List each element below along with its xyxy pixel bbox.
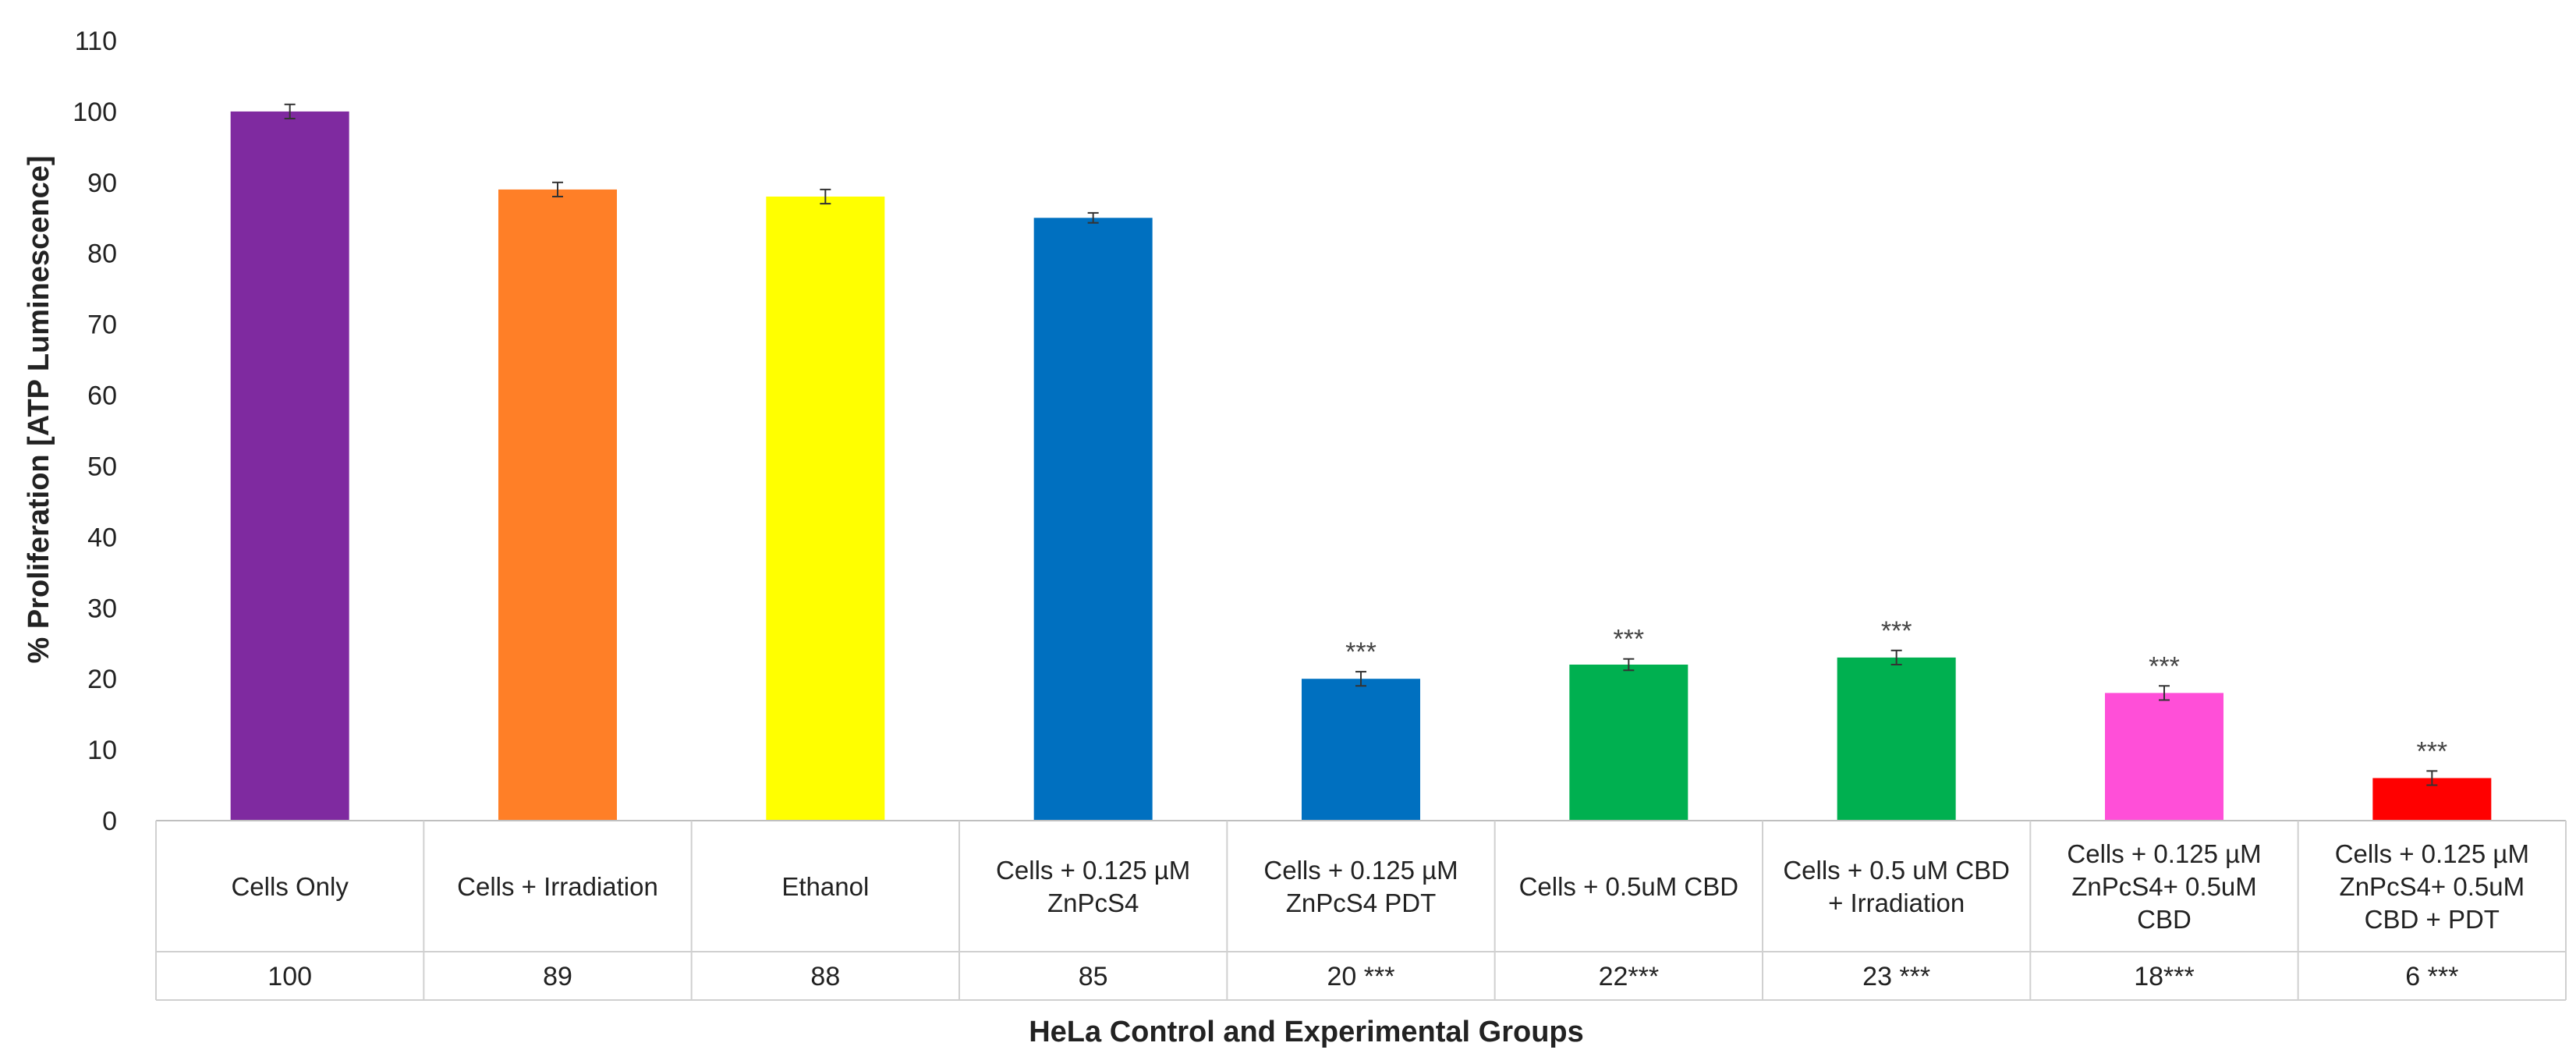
table-value: 18***	[2134, 962, 2195, 991]
y-axis-ticks: 0 10 20 30 40 50 60 70 80 90 100 110	[73, 27, 117, 836]
table-value: 20 ***	[1327, 962, 1395, 991]
table-value: 23 ***	[1862, 962, 1930, 991]
y-tick-label: 10	[87, 736, 117, 765]
bar	[1569, 665, 1688, 821]
bar	[1033, 218, 1153, 821]
y-tick-label: 70	[87, 310, 117, 340]
table-value: 89	[543, 962, 572, 991]
category-label: Cells + Irradiation	[457, 872, 658, 901]
y-tick-label: 90	[87, 168, 117, 198]
bar	[230, 111, 349, 821]
significance-label: ***	[2149, 651, 2180, 681]
y-tick-label: 80	[87, 239, 117, 269]
y-tick-label: 60	[87, 381, 117, 411]
category-label: Cells + 0.5 uM CBD + Irradiation	[1783, 856, 2010, 917]
significance-label: ***	[1881, 616, 1912, 646]
table-value: 85	[1079, 962, 1108, 991]
category-label: Cells + 0.5uM CBD	[1519, 872, 1739, 901]
bar	[498, 189, 617, 821]
y-tick-label: 110	[75, 27, 117, 56]
y-tick-label: 30	[87, 594, 117, 623]
table-value: 6 ***	[2405, 962, 2458, 991]
y-tick-label: 50	[87, 452, 117, 481]
category-label: Cells + 0.125 µM ZnPcS4 PDT	[1263, 856, 1458, 917]
table-value: 100	[268, 962, 312, 991]
significance-label: ***	[1613, 625, 1644, 654]
bar	[2105, 693, 2223, 821]
table-value: 88	[810, 962, 840, 991]
y-axis-label: % Proliferation [ATP Luminescence]	[23, 155, 55, 663]
y-tick-label: 40	[87, 523, 117, 552]
category-label: Cells Only	[231, 872, 349, 901]
category-label: Cells + 0.125 µM ZnPcS4+ 0.5uM CBD + PDT	[2335, 839, 2529, 934]
y-tick-label: 0	[102, 807, 117, 836]
significance-label: ***	[1345, 637, 1377, 667]
y-tick-label: 20	[87, 665, 117, 694]
bar	[1837, 657, 1956, 821]
category-label: Cells + 0.125 µM ZnPcS4	[996, 856, 1190, 917]
bar	[766, 197, 885, 821]
significance-label: ***	[2416, 736, 2447, 766]
x-axis-label: HeLa Control and Experimental Groups	[1029, 1016, 1584, 1048]
y-tick-label: 100	[73, 98, 117, 127]
bars: *** *** *** *** ***	[230, 103, 2492, 821]
category-label: Cells + 0.125 µM ZnPcS4+ 0.5uM CBD	[2067, 839, 2261, 934]
bar	[1302, 679, 1420, 821]
category-label: Ethanol	[781, 872, 869, 901]
table-value: 22***	[1599, 962, 1660, 991]
data-table: Cells Only 100 Cells + Irradiation 89 Ethano…	[155, 820, 2567, 1001]
